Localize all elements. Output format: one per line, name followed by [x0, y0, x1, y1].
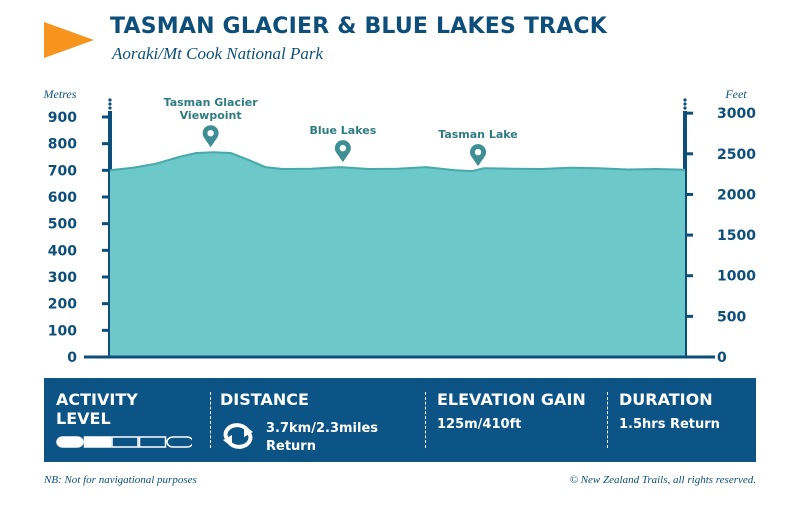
page-subtitle: Aoraki/Mt Cook National Park: [112, 44, 324, 63]
pin-hole: [339, 144, 347, 152]
panel-divider: [607, 392, 608, 448]
distance-value: 3.7km/2.3miles Return: [266, 420, 378, 456]
level-segment-filled: [83, 436, 112, 448]
axis-continuation-dot: [108, 102, 112, 106]
activity-heading-line2: LEVEL: [56, 409, 111, 428]
left-tick-label: 300: [48, 270, 77, 286]
right-axis-label: Feet: [724, 87, 747, 101]
right-tick-label: 1500: [717, 228, 756, 244]
right-tick-label: 1000: [717, 269, 756, 285]
left-tick-label: 100: [48, 323, 77, 339]
activity-heading-line1: ACTIVITY: [56, 390, 138, 409]
distance-value-line1: 3.7km/2.3miles: [266, 421, 379, 436]
distance-heading: DISTANCE: [220, 390, 309, 409]
copyright-notice: © New Zealand Trails, all rights reserve…: [569, 474, 756, 486]
panel-divider: [425, 392, 426, 448]
axis-continuation-dot: [683, 98, 687, 102]
navigation-disclaimer: NB: Not for navigational purposes: [44, 474, 197, 486]
marker-label: Tasman Lake: [438, 128, 518, 141]
level-segment-empty: [166, 436, 192, 448]
marker-label: Blue Lakes: [310, 124, 377, 137]
axis-continuation-dot: [683, 106, 687, 110]
right-tick-label: 2500: [717, 147, 756, 163]
elevation-line: [109, 151, 686, 173]
left-tick-label: 400: [48, 243, 77, 259]
right-tick-label: 2000: [717, 187, 756, 203]
level-segment-filled: [56, 436, 84, 448]
trail-stats-panel: ACTIVITY LEVEL DISTANCE 3.7km/2.3miles R…: [44, 378, 756, 462]
return-loop-icon: [223, 423, 253, 449]
page-title: TASMAN GLACIER & BLUE LAKES TRACK: [110, 14, 608, 39]
location-pin-marker: Blue Lakes: [310, 124, 377, 163]
duration-heading: DURATION: [619, 390, 713, 409]
right-tick-label: 0: [717, 350, 727, 366]
left-tick-label: 600: [48, 190, 77, 206]
elevation-area: [110, 152, 685, 357]
panel-divider: [210, 392, 211, 448]
distance-value-line2: Return: [266, 439, 316, 454]
left-tick-label: 500: [48, 217, 77, 233]
marker-label: Tasman Glacier: [164, 96, 259, 109]
axis-continuation-dot: [108, 98, 112, 102]
flag-icon: [44, 22, 94, 58]
left-tick-label: 700: [48, 163, 77, 179]
level-segment-empty: [111, 436, 139, 448]
left-axis: 0 100 200 300 400 500 600 700 800 900: [48, 98, 112, 366]
marker-label: Viewpoint: [180, 109, 242, 122]
left-tick-label: 0: [67, 350, 77, 366]
duration-value: 1.5hrs Return: [619, 417, 720, 432]
pin-hole: [207, 130, 214, 137]
location-pin-marker: Tasman Lake: [438, 128, 518, 167]
right-axis: 0 500 1000 1500 2000 2500 3000: [683, 98, 756, 366]
left-tick-label: 800: [48, 137, 77, 153]
axis-continuation-dot: [683, 102, 687, 106]
activity-level-meter: [56, 436, 192, 448]
activity-heading: ACTIVITY LEVEL: [56, 390, 138, 428]
axis-continuation-dot: [108, 106, 112, 110]
left-tick-label: 900: [48, 110, 77, 126]
elevation-gain-heading: ELEVATION GAIN: [437, 390, 586, 409]
elevation-gain-value: 125m/410ft: [437, 417, 522, 432]
level-segment-empty: [138, 436, 167, 448]
left-tick-label: 200: [48, 297, 77, 313]
pin-hole: [474, 148, 482, 156]
left-axis-label: Metres: [43, 87, 77, 101]
plot-area: [84, 151, 715, 359]
right-tick-label: 3000: [717, 106, 756, 122]
right-tick-label: 500: [717, 309, 746, 325]
elevation-profile-chart: 0 100 200 300 400 500 600 700 800 900 0 500 1000 150…: [43, 87, 757, 366]
